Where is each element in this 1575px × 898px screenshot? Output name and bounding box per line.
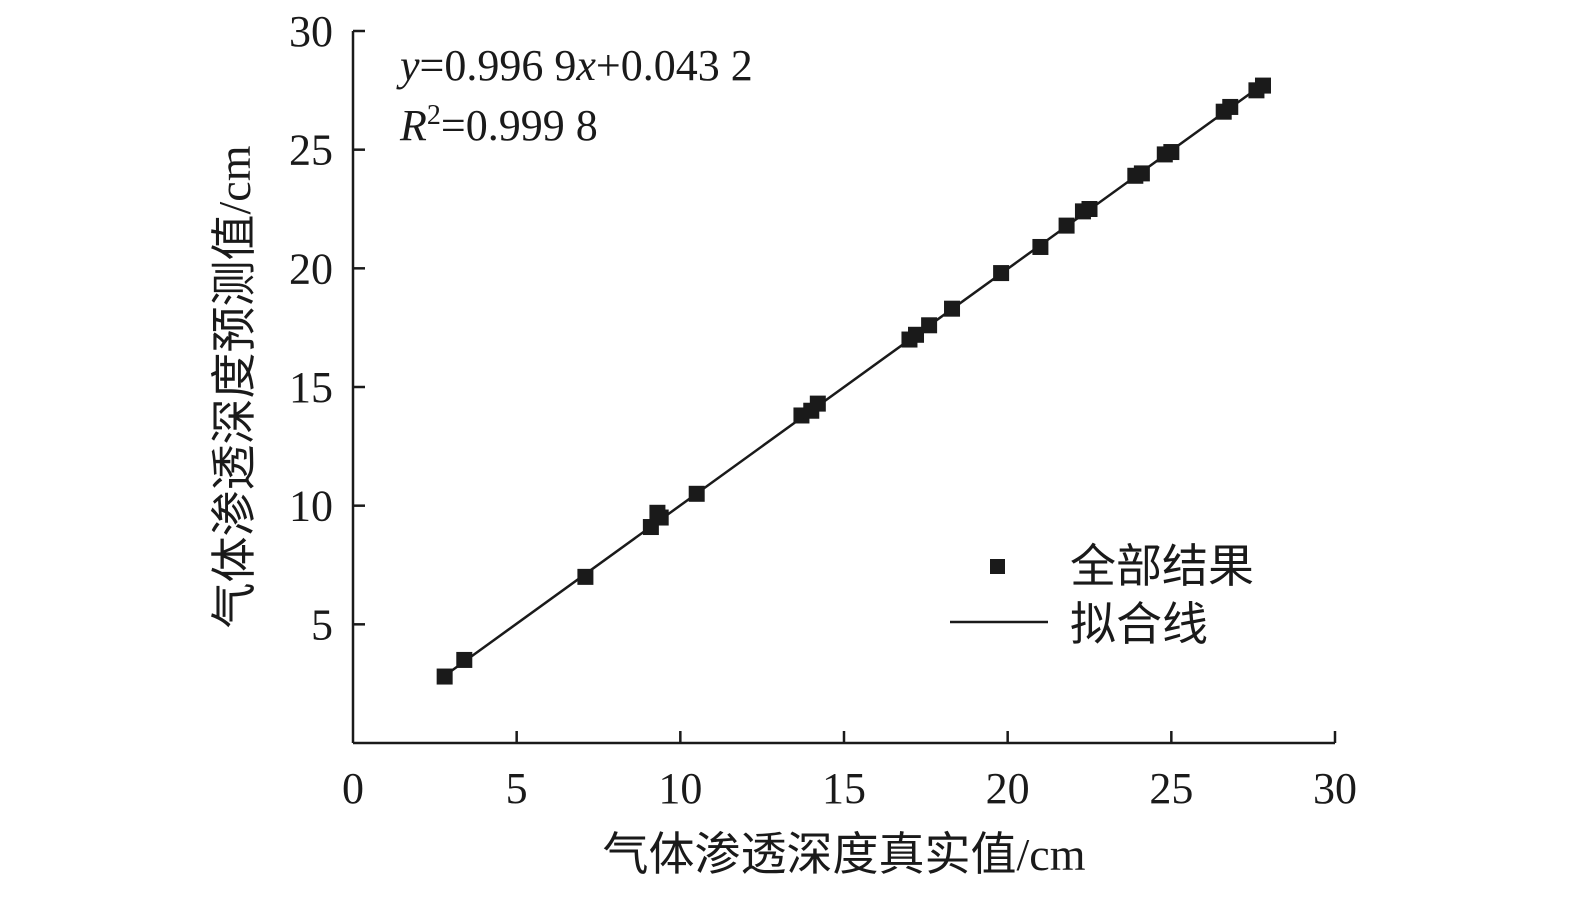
data-point — [652, 509, 669, 526]
data-point — [993, 265, 1010, 282]
x-tick-label: 5 — [506, 764, 528, 813]
equation-slope: =0.996 9 — [420, 41, 577, 90]
data-point — [944, 300, 961, 317]
y-tick-label: 10 — [289, 482, 333, 531]
x-tick-label: 30 — [1313, 764, 1357, 813]
data-point — [921, 317, 938, 334]
x-tick-label: 15 — [822, 764, 866, 813]
data-point — [688, 485, 705, 502]
regression-equation: y=0.996 9x+0.043 2 — [396, 41, 753, 90]
data-point — [908, 326, 925, 343]
data-point — [1163, 144, 1180, 161]
data-point — [1133, 165, 1150, 182]
data-point — [1081, 201, 1098, 217]
data-point — [1032, 238, 1049, 255]
legend-label-results: 全部结果 — [1070, 541, 1254, 592]
equation-x-variable: x — [575, 41, 596, 90]
y-tick-label: 20 — [289, 244, 333, 293]
legend-square-marker-icon — [990, 559, 1005, 574]
y-axis-title: 气体渗透深度预测值/cm — [209, 145, 260, 628]
equation-y-variable: y — [396, 41, 420, 90]
data-point — [436, 668, 453, 685]
r-variable: R — [399, 101, 427, 150]
y-tick-label: 15 — [289, 363, 333, 412]
y-tick-label: 30 — [289, 7, 333, 56]
r-squared-value: =0.999 8 — [441, 101, 598, 150]
y-tick-label: 5 — [311, 600, 333, 649]
legend: 全部结果 拟合线 — [950, 541, 1254, 650]
x-tick-label: 0 — [342, 764, 364, 813]
x-tick-label: 25 — [1149, 764, 1193, 813]
data-point — [1254, 77, 1271, 94]
x-axis-title: 气体渗透深度真实值/cm — [603, 829, 1086, 880]
equation-intercept: +0.043 2 — [596, 41, 753, 90]
x-tick-label: 10 — [658, 764, 702, 813]
x-tick-label: 20 — [986, 764, 1030, 813]
data-point — [1058, 217, 1075, 234]
y-tick-label: 25 — [289, 126, 333, 175]
data-point — [809, 395, 826, 412]
data-point — [1222, 98, 1239, 115]
r-superscript: 2 — [427, 100, 441, 131]
data-point — [456, 651, 473, 668]
data-points — [436, 77, 1271, 685]
r-squared-annotation: R2=0.999 8 — [399, 100, 598, 150]
ticks: 0 5 10 15 20 25 30 5 10 15 20 25 30 — [289, 7, 1357, 813]
data-point — [577, 568, 594, 585]
legend-label-fit: 拟合线 — [1070, 599, 1208, 650]
